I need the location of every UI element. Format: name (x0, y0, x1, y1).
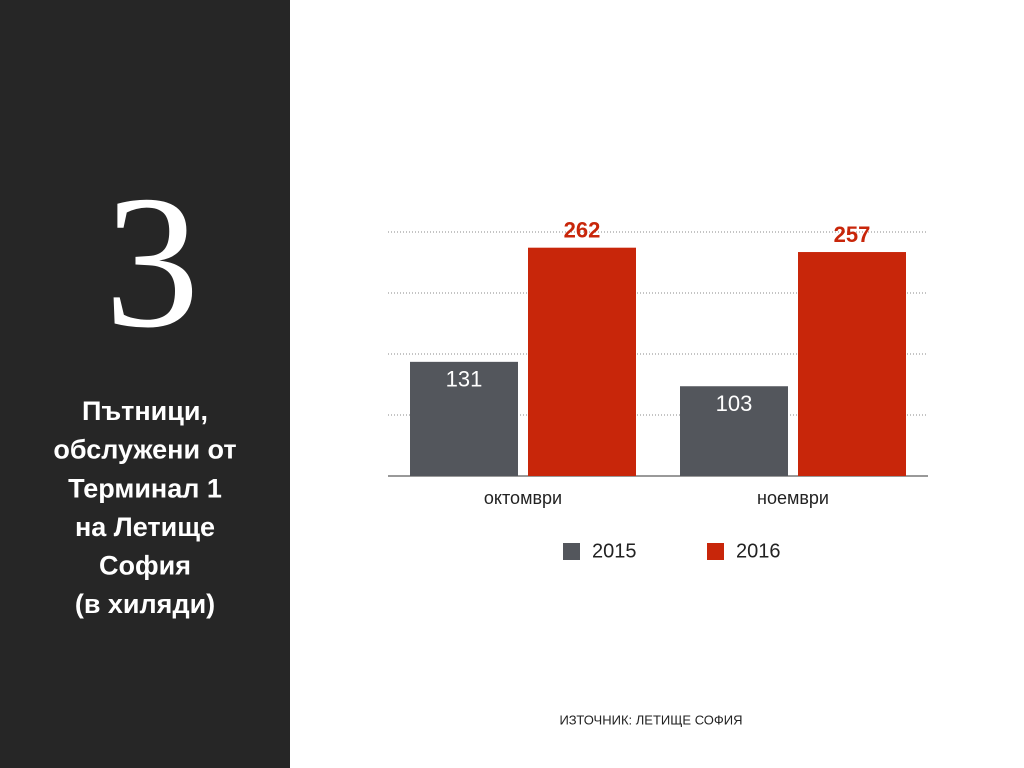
side-panel (0, 0, 290, 768)
source: ИЗТОЧНИК: ЛЕТИЩЕ СОФИЯ (559, 712, 742, 727)
bar (528, 247, 636, 476)
title-line: Пътници, (82, 396, 208, 426)
legend-swatch (563, 543, 580, 560)
value-label: 131 (446, 367, 483, 392)
legend-label: 2015 (592, 540, 637, 562)
title-line: София (99, 551, 191, 581)
x-tick-label: ноември (757, 488, 829, 508)
title-line: обслужени от (53, 435, 236, 465)
bar (798, 252, 906, 476)
bar (680, 386, 788, 476)
legend-swatch (707, 543, 724, 560)
legend-label: 2016 (736, 540, 781, 562)
title-line: на Летище (75, 512, 215, 542)
x-tick-label: октомври (484, 488, 562, 508)
value-label: 103 (716, 391, 753, 416)
value-label: 257 (834, 222, 871, 247)
bar (410, 361, 518, 476)
value-label: 262 (564, 217, 601, 242)
title-line: (в хиляди) (75, 589, 215, 619)
slide-number: 3 (105, 158, 200, 368)
title-line: Терминал 1 (68, 473, 222, 503)
